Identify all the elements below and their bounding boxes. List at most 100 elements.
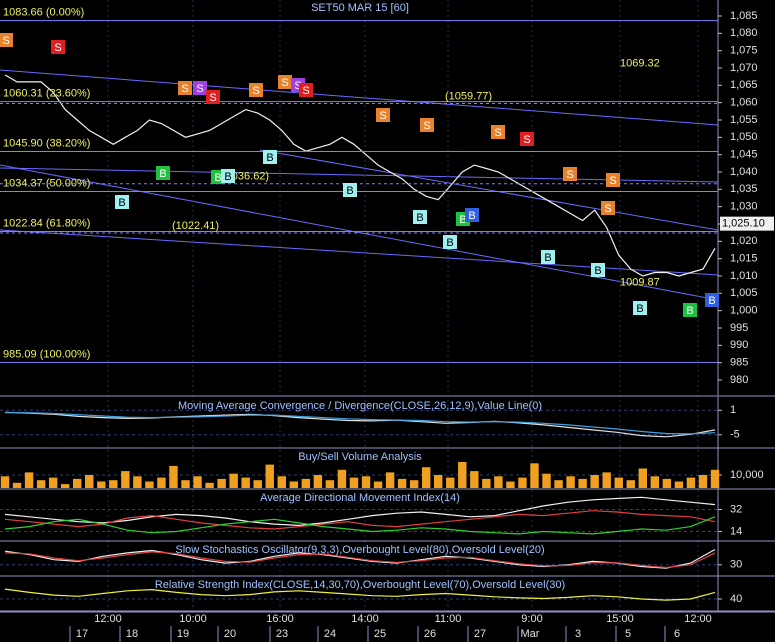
- signal-label: S: [2, 35, 9, 47]
- y-tick-label: 1,000: [730, 305, 758, 317]
- bar: [48, 477, 58, 488]
- y-tick-label: 985: [730, 357, 748, 369]
- y-tick-label: 1,055: [730, 114, 758, 126]
- signal-label: B: [468, 210, 475, 222]
- signal-box: [633, 301, 647, 315]
- signal-box: [278, 75, 292, 89]
- y-tick-label: 990: [730, 339, 748, 351]
- bar: [241, 477, 250, 488]
- fib-label: 985.09 (100.00%): [3, 348, 90, 360]
- bar: [686, 477, 696, 488]
- bar: [169, 465, 178, 488]
- price-annotation: 1009.87: [620, 276, 660, 288]
- signal-label: S: [609, 175, 616, 187]
- fib-label: 1034.37 (50.00%): [3, 177, 90, 189]
- bar: [698, 475, 708, 488]
- time-label: 10:00: [179, 613, 207, 625]
- y-tick-label: 1,020: [730, 235, 758, 247]
- signal-box: [591, 263, 605, 277]
- bar: [337, 469, 347, 488]
- series-line: [5, 412, 716, 435]
- bar: [542, 473, 551, 488]
- bar: [602, 472, 611, 488]
- signal-box: [51, 40, 65, 54]
- bar: [638, 468, 648, 488]
- signal-label: B: [446, 237, 453, 249]
- bar: [0, 476, 10, 488]
- bar: [229, 473, 238, 488]
- signal-box: [563, 167, 577, 181]
- signal-label: B: [544, 252, 551, 264]
- bar: [494, 476, 503, 488]
- bar: [446, 477, 455, 488]
- bar: [289, 481, 299, 488]
- time-label: 12:00: [94, 613, 122, 625]
- time-label: 9:00: [521, 613, 542, 625]
- bar: [12, 482, 22, 488]
- signal-box: [193, 81, 207, 95]
- bar: [626, 480, 635, 488]
- bar: [36, 480, 46, 488]
- bar: [421, 467, 431, 488]
- signal-label: S: [604, 203, 611, 215]
- bar: [60, 484, 70, 488]
- signal-label: B: [266, 152, 273, 164]
- day-label: 19: [177, 628, 189, 640]
- bar: [133, 476, 142, 488]
- signal-label: B: [118, 197, 125, 209]
- signal-label: S: [196, 83, 203, 95]
- bar: [361, 476, 371, 488]
- day-label: 24: [324, 628, 336, 640]
- price-annotation: 1069.32: [620, 57, 660, 69]
- signal-label: S: [494, 127, 501, 139]
- signal-label: B: [459, 214, 466, 226]
- bar: [349, 477, 359, 488]
- bar: [434, 475, 443, 488]
- y-tick-label: 30: [730, 559, 742, 571]
- day-label: 25: [374, 628, 386, 640]
- signal-box: [156, 166, 170, 180]
- y-tick-label: 10,000: [730, 469, 764, 481]
- signal-label: B: [416, 212, 423, 224]
- y-tick-label: 1,060: [730, 97, 758, 109]
- day-label: 17: [76, 628, 88, 640]
- bar: [217, 478, 226, 488]
- pane-title: Moving Average Convergence / Divergence(…: [178, 400, 542, 412]
- bar: [710, 469, 720, 488]
- bar: [650, 476, 660, 488]
- signal-label: B: [686, 305, 693, 317]
- bar: [578, 478, 587, 488]
- bar: [458, 462, 467, 488]
- y-tick-label: 32: [730, 503, 742, 515]
- signal-box: [413, 210, 427, 224]
- bar: [397, 478, 407, 488]
- bar: [205, 482, 214, 488]
- bar: [325, 480, 335, 488]
- day-label: 26: [424, 628, 436, 640]
- time-label: 11:00: [435, 613, 462, 625]
- bar: [157, 477, 166, 488]
- signal-label: S: [294, 80, 301, 92]
- day-label: 5: [625, 628, 631, 640]
- y-tick-label: 1,050: [730, 131, 758, 143]
- y-tick-label: 1,035: [730, 183, 758, 195]
- y-tick-label: 1,070: [730, 62, 758, 74]
- series-line: [4, 588, 716, 601]
- day-label: 23: [276, 628, 288, 640]
- bar: [554, 480, 563, 488]
- signal-box: [206, 90, 220, 104]
- signal-box: [115, 195, 129, 209]
- time-label: 15:00: [606, 613, 634, 625]
- pane-title: Relative Strength Index(CLOSE,14,30,70),…: [155, 579, 565, 591]
- signal-label: B: [214, 172, 221, 184]
- signal-label: S: [54, 42, 61, 54]
- y-tick-label: 980: [730, 374, 748, 386]
- price-annotation: (1059.77): [445, 90, 492, 102]
- series-line: [4, 74, 716, 277]
- signal-label: S: [181, 83, 188, 95]
- last-price-label: 1,025.10: [722, 218, 765, 230]
- bar: [85, 475, 94, 488]
- day-label: 3: [575, 628, 581, 640]
- signal-box: [249, 83, 263, 97]
